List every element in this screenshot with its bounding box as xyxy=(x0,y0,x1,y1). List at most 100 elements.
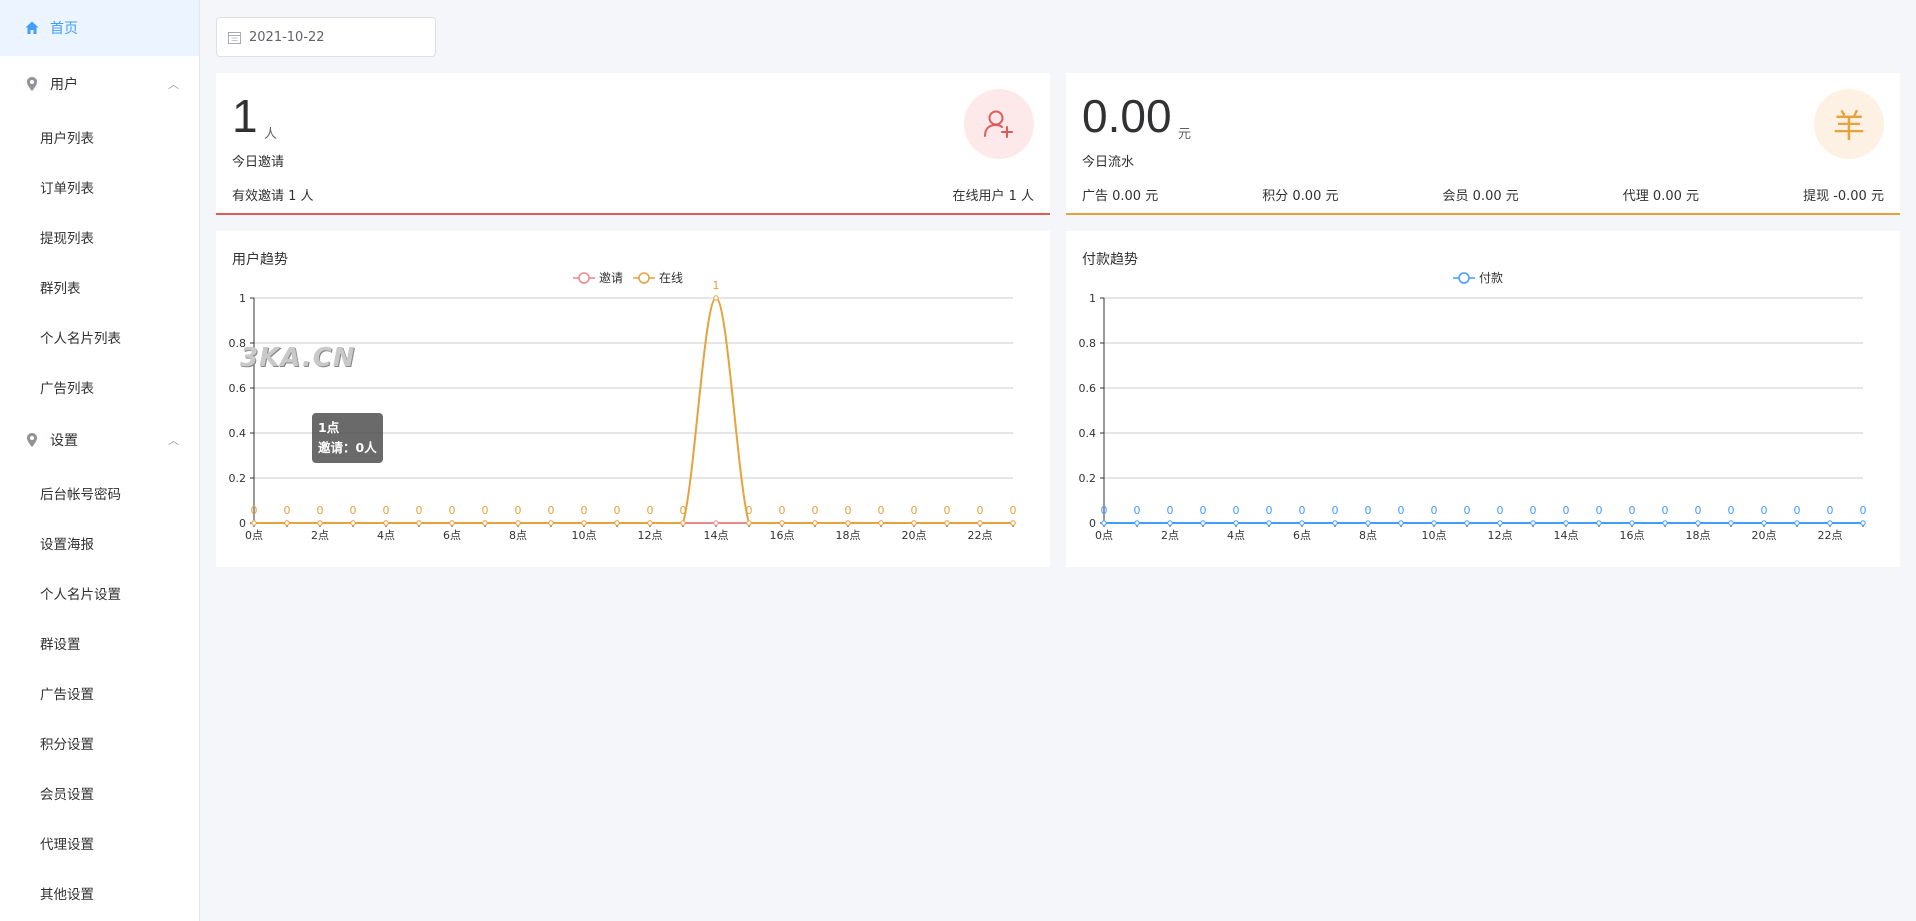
location-icon xyxy=(24,76,40,92)
data-point xyxy=(581,520,587,526)
sidebar-item-home[interactable]: 首页 xyxy=(0,0,199,56)
data-point xyxy=(1167,520,1173,526)
data-label: 0 xyxy=(1761,504,1768,517)
data-label: 0 xyxy=(1530,504,1537,517)
data-point xyxy=(1497,520,1503,526)
y-tick-label: 0.4 xyxy=(1079,427,1097,440)
data-point xyxy=(1530,520,1536,526)
data-point xyxy=(1200,520,1206,526)
y-tick-label: 0 xyxy=(1089,517,1096,530)
revenue-stat-card: 0.00 元 今日流水 广告 0.00 元 积分 0.00 元 会员 0.00 … xyxy=(1066,73,1900,215)
sidebar-item-settings-1[interactable]: 设置海报 xyxy=(40,537,94,553)
data-label: 0 xyxy=(515,504,522,517)
data-label: 0 xyxy=(1497,504,1504,517)
sidebar-item-settings-7[interactable]: 代理设置 xyxy=(40,837,94,853)
data-label: 0 xyxy=(1563,504,1570,517)
sidebar-item-settings-0[interactable]: 后台帐号密码 xyxy=(40,487,121,503)
chart-tooltip: 1点 邀请：0人 xyxy=(312,413,383,463)
legend-label: 在线 xyxy=(659,271,683,285)
data-label: 0 xyxy=(1629,504,1636,517)
data-label: 0 xyxy=(746,504,753,517)
data-label: 0 xyxy=(1010,504,1017,517)
data-label: 0 xyxy=(350,504,357,517)
sidebar-item-settings-6[interactable]: 会员设置 xyxy=(40,787,94,803)
x-tick-label: 16点 xyxy=(1620,529,1645,542)
chart-title: 付款趋势 xyxy=(1082,252,1138,268)
data-label: 0 xyxy=(284,504,291,517)
data-point xyxy=(845,520,851,526)
revenue-unit: 元 xyxy=(1178,127,1192,142)
y-tick-label: 0.2 xyxy=(229,472,247,485)
data-label: 0 xyxy=(1167,504,1174,517)
data-label: 0 xyxy=(614,504,621,517)
pay-trend-card: 0 0.2 0.4 0.6 0.8 1 0点 2点 4点 6点 8点 10点 12点 14点 16点 18点 2… xyxy=(1066,231,1900,567)
data-point xyxy=(1662,520,1668,526)
sidebar-item-user-2[interactable]: 提现列表 xyxy=(40,231,94,247)
sidebar-group-settings[interactable]: 设置 ︿ xyxy=(0,412,199,468)
chevron-up-icon: ︿ xyxy=(168,434,179,447)
data-label: 0 xyxy=(1860,504,1867,517)
data-label: 0 xyxy=(1266,504,1273,517)
sidebar-item-user-5[interactable]: 广告列表 xyxy=(40,381,94,397)
x-tick-label: 18点 xyxy=(1686,529,1711,542)
data-label: 0 xyxy=(1332,504,1339,517)
data-label: 0 xyxy=(878,504,885,517)
data-label: 0 xyxy=(1134,504,1141,517)
y-tick-label: 1 xyxy=(239,292,246,305)
date-value: 2021-10-22 xyxy=(249,29,325,45)
data-label: 0 xyxy=(845,504,852,517)
x-tick-label: 10点 xyxy=(1422,529,1447,542)
sidebar-item-settings-8[interactable]: 其他设置 xyxy=(40,887,94,903)
sidebar-item-settings-4[interactable]: 广告设置 xyxy=(40,687,94,703)
sidebar-item-user-3[interactable]: 群列表 xyxy=(40,281,81,297)
revenue-agent: 代理 0.00 元 xyxy=(1622,189,1700,204)
legend-item: 在线 xyxy=(633,271,683,285)
date-picker[interactable]: 2021-10-22 xyxy=(216,17,436,57)
sidebar-item-settings-5[interactable]: 积分设置 xyxy=(40,737,94,753)
chevron-up-icon: ︿ xyxy=(168,78,179,91)
data-point xyxy=(812,520,818,526)
legend-item: 付款 xyxy=(1453,271,1503,285)
sidebar-group-label: 设置 xyxy=(50,433,78,449)
x-tick-label: 20点 xyxy=(1752,529,1777,542)
data-point xyxy=(1827,520,1833,526)
data-point xyxy=(1596,520,1602,526)
data-label: 0 xyxy=(1728,504,1735,517)
y-tick-label: 0 xyxy=(239,517,246,530)
data-point xyxy=(383,520,389,526)
data-point xyxy=(1563,520,1569,526)
invite-count: 1 xyxy=(232,90,258,142)
sidebar-item-settings-3[interactable]: 群设置 xyxy=(40,637,81,653)
data-label: 0 xyxy=(944,504,951,517)
data-point xyxy=(779,520,785,526)
x-tick-label: 0点 xyxy=(245,529,263,542)
sidebar-item-user-4[interactable]: 个人名片列表 xyxy=(40,331,121,347)
data-point xyxy=(614,520,620,526)
data-point xyxy=(1464,520,1470,526)
sidebar-group-user[interactable]: 用户 ︿ xyxy=(0,56,199,112)
invite-unit: 人 xyxy=(264,127,278,142)
data-label: 0 xyxy=(779,504,786,517)
data-label: 0 xyxy=(1200,504,1207,517)
x-tick-label: 8点 xyxy=(1359,529,1377,542)
legend-label: 邀请 xyxy=(599,270,623,285)
x-tick-label: 14点 xyxy=(1554,529,1579,542)
sidebar-item-settings-2[interactable]: 个人名片设置 xyxy=(40,587,121,603)
y-tick-label: 0.4 xyxy=(229,427,247,440)
data-point xyxy=(284,520,290,526)
data-point xyxy=(680,520,686,526)
x-tick-label: 22点 xyxy=(968,529,993,542)
y-tick-label: 0.8 xyxy=(229,337,247,350)
data-label: 0 xyxy=(680,504,687,517)
data-point xyxy=(1860,520,1866,526)
data-label: 0 xyxy=(317,504,324,517)
y-tick-label: 0.6 xyxy=(1079,382,1097,395)
sidebar-item-user-0[interactable]: 用户列表 xyxy=(40,131,94,147)
data-point xyxy=(317,520,323,526)
sidebar-item-user-1[interactable]: 订单列表 xyxy=(40,181,94,197)
data-label: 1 xyxy=(713,279,720,292)
invite-label: 今日邀请 xyxy=(232,155,285,170)
x-tick-label: 2点 xyxy=(1161,529,1179,542)
revenue-withdraw: 提现 -0.00 元 xyxy=(1803,189,1884,204)
